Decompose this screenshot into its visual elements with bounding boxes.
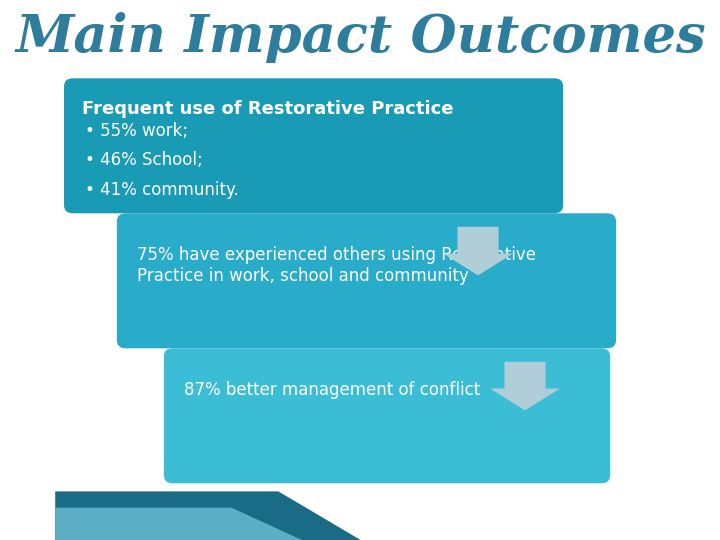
Text: Frequent use of Restorative Practice: Frequent use of Restorative Practice [81, 100, 453, 118]
Text: • 55% work;: • 55% work; [84, 122, 188, 139]
Polygon shape [55, 491, 361, 540]
Polygon shape [443, 227, 513, 275]
Text: 75% have experienced others using Restorative
Practice in work, school and commu: 75% have experienced others using Restor… [138, 246, 536, 285]
Polygon shape [490, 362, 560, 410]
Text: • 41% community.: • 41% community. [84, 181, 238, 199]
Polygon shape [55, 508, 302, 540]
FancyBboxPatch shape [64, 78, 563, 213]
Text: Main Impact Outcomes: Main Impact Outcomes [15, 12, 706, 63]
FancyBboxPatch shape [117, 213, 616, 348]
FancyBboxPatch shape [164, 348, 610, 483]
Text: 87% better management of conflict: 87% better management of conflict [184, 381, 481, 399]
Text: • 46% School;: • 46% School; [84, 151, 202, 169]
